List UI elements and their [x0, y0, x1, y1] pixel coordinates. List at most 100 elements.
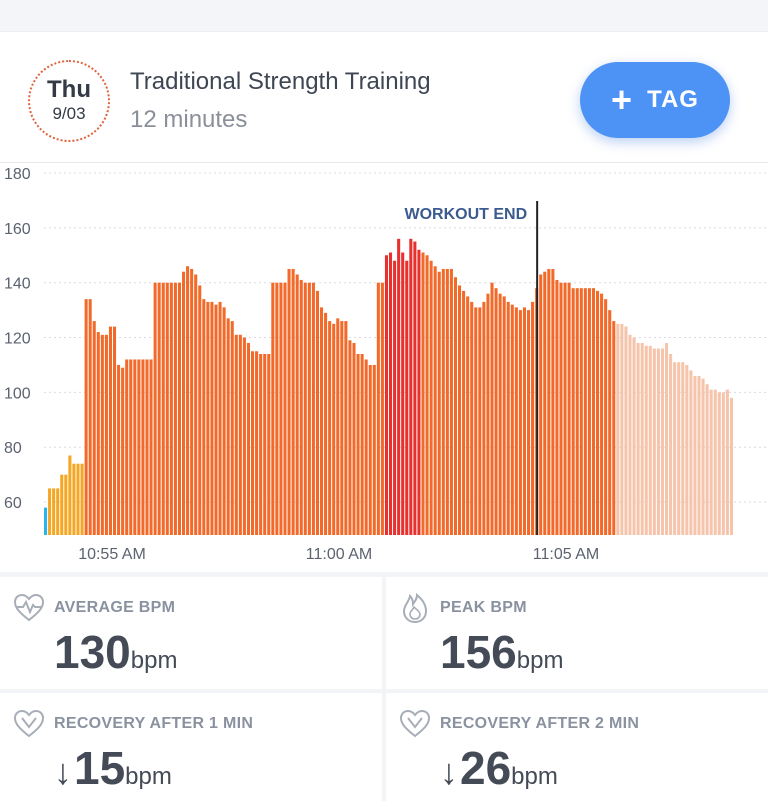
hr-bar — [486, 293, 490, 535]
hr-bar — [579, 288, 583, 535]
hr-bar — [713, 389, 717, 535]
hr-bar — [689, 370, 693, 535]
arrow-down-icon: ↓ — [440, 751, 458, 792]
hr-bar — [96, 332, 100, 535]
hr-bar — [56, 488, 60, 535]
flame-icon — [402, 592, 428, 624]
hr-bar — [701, 378, 705, 535]
hr-bar — [202, 299, 206, 535]
hr-bar — [153, 282, 157, 535]
hr-bar — [397, 238, 401, 535]
hr-bar — [596, 290, 600, 535]
hr-bar — [417, 249, 421, 535]
average-bpm-card: AVERAGE BPM 130bpm — [0, 577, 382, 689]
hr-bar — [210, 301, 214, 535]
y-tick-label: 60 — [4, 495, 22, 512]
hr-bar — [352, 343, 356, 535]
recovery-2min-card: RECOVERY AFTER 2 MIN ↓26bpm — [386, 693, 768, 801]
hr-bar — [567, 282, 571, 535]
hr-bar — [571, 288, 575, 535]
workout-end-label: WORKOUT END — [404, 206, 527, 223]
hr-bar — [628, 334, 632, 535]
workout-header: Thu 9/03 Traditional Strength Training 1… — [0, 32, 768, 162]
hr-bar — [125, 359, 129, 535]
hr-bar — [600, 293, 604, 535]
heart-down-icon — [13, 709, 45, 738]
y-tick-label: 100 — [4, 385, 31, 402]
hr-bar — [190, 268, 194, 535]
hr-bar — [441, 268, 445, 535]
hr-bar — [279, 282, 283, 535]
hr-bar — [705, 384, 709, 535]
hr-bar — [88, 299, 92, 535]
hr-bar — [194, 274, 198, 535]
hr-bar — [522, 307, 526, 535]
y-tick-label: 180 — [4, 166, 31, 183]
recovery-1min-card: RECOVERY AFTER 1 MIN ↓15bpm — [0, 693, 382, 801]
hr-bar — [340, 321, 344, 535]
hr-bar — [137, 359, 141, 535]
hr-bar — [498, 293, 502, 535]
hr-bar — [177, 282, 181, 535]
date-number: 9/03 — [52, 104, 86, 123]
hr-bar — [697, 375, 701, 535]
hr-bar — [616, 323, 620, 535]
hr-bar — [677, 362, 681, 535]
hr-bar — [409, 238, 413, 535]
recovery-1min-label: RECOVERY AFTER 1 MIN — [54, 715, 254, 732]
hr-bar — [652, 348, 656, 535]
hr-bar — [502, 296, 506, 535]
add-tag-button[interactable]: + TAG — [580, 62, 730, 138]
hr-bar — [445, 268, 449, 535]
recovery-2min-value: ↓26bpm — [440, 741, 558, 795]
hr-bar — [648, 345, 652, 535]
hr-bar — [311, 282, 315, 535]
average-bpm-label: AVERAGE BPM — [54, 599, 176, 616]
hr-bar — [482, 301, 486, 535]
hr-bar — [543, 271, 547, 535]
hr-bar — [449, 268, 453, 535]
hr-bar — [145, 359, 149, 535]
hr-bar — [640, 343, 644, 535]
hr-bar — [478, 307, 482, 535]
hr-bar — [238, 334, 242, 535]
workout-duration: 12 minutes — [130, 106, 248, 133]
recovery-2min-label: RECOVERY AFTER 2 MIN — [440, 715, 640, 732]
hr-bar — [709, 389, 713, 535]
y-tick-label: 140 — [4, 276, 31, 293]
hr-bar — [539, 274, 543, 535]
hr-bar — [72, 463, 76, 535]
recovery-2min-unit: bpm — [511, 763, 558, 790]
heart-pulse-icon — [13, 593, 45, 622]
hr-bar — [320, 307, 324, 535]
hr-bar — [283, 282, 287, 535]
hr-bar — [48, 488, 52, 535]
hr-bar — [214, 304, 218, 535]
hr-bar — [161, 282, 165, 535]
date-badge: Thu 9/03 — [28, 60, 110, 142]
hr-bar — [295, 274, 299, 535]
y-tick-label: 80 — [4, 440, 22, 457]
hr-bar — [226, 318, 230, 535]
hr-bar — [559, 282, 563, 535]
hr-bar — [133, 359, 137, 535]
hr-bar — [186, 266, 190, 535]
hr-bar — [198, 285, 202, 535]
heart-rate-chart[interactable]: 180 160 140 120 100 80 60 WORKOUT END 10:55 AM 11… — [0, 162, 768, 572]
hr-bar — [234, 334, 238, 535]
hr-bar — [328, 321, 332, 535]
hr-bar — [364, 359, 368, 535]
workout-title: Traditional Strength Training — [130, 68, 431, 95]
hr-bar — [206, 301, 210, 535]
hr-bar — [303, 282, 307, 535]
hr-bar — [591, 288, 595, 535]
hr-bar — [372, 364, 376, 535]
hr-bar — [673, 362, 677, 535]
x-tick-label: 10:55 AM — [78, 546, 146, 563]
hr-bar — [271, 282, 275, 535]
hr-bar — [291, 268, 295, 535]
hr-bar — [52, 488, 56, 535]
hr-bar — [393, 260, 397, 535]
hr-bar — [470, 301, 474, 535]
hr-bar — [551, 268, 555, 535]
